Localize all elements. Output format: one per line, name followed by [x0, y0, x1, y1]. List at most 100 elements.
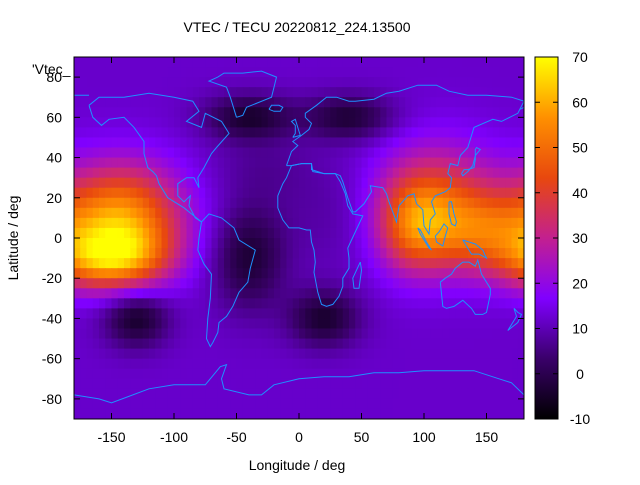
heatmap-cell [261, 97, 269, 108]
heatmap-cell [224, 258, 231, 269]
heatmap-cell [99, 77, 106, 88]
heatmap-cell [230, 408, 238, 419]
heatmap-cell [349, 328, 356, 340]
heatmap-cell [230, 147, 238, 159]
heatmap-cell [274, 77, 281, 88]
colorbar-tick-label: 60 [572, 94, 588, 110]
heatmap-cell [267, 328, 275, 340]
heatmap-cell [436, 408, 444, 419]
heatmap-cell [361, 227, 369, 239]
heatmap-cell [399, 87, 406, 98]
heatmap-cell [86, 197, 94, 209]
heatmap-cell [449, 87, 456, 98]
heatmap-cell [480, 358, 488, 370]
heatmap-cell [117, 258, 125, 269]
coastline [74, 94, 89, 108]
colorbar-tick-label: 0 [576, 366, 584, 382]
heatmap-cell [361, 398, 369, 410]
heatmap-cell [117, 217, 125, 229]
heatmap-cell [292, 238, 300, 249]
heatmap-cell [480, 388, 488, 400]
heatmap-cell [117, 238, 125, 249]
heatmap-cell [249, 187, 256, 199]
heatmap-cell [442, 217, 450, 229]
heatmap-cell [330, 187, 338, 199]
heatmap-cell [417, 207, 425, 219]
heatmap-cell [336, 368, 344, 380]
heatmap-cell [492, 67, 500, 78]
heatmap-cell [342, 318, 350, 330]
heatmap-cell [342, 398, 350, 410]
heatmap-cell [311, 298, 319, 309]
heatmap-cell [511, 318, 519, 330]
heatmap-cell [155, 87, 163, 98]
heatmap-cell [392, 398, 400, 410]
heatmap-cell [236, 227, 244, 239]
heatmap-cell [105, 278, 113, 289]
heatmap-cell [111, 117, 119, 128]
heatmap-cell [392, 258, 400, 269]
heatmap-cell [249, 157, 256, 169]
heatmap-cell [286, 107, 294, 118]
heatmap-cell [174, 87, 181, 98]
heatmap-cell [324, 368, 331, 380]
heatmap-cell [442, 238, 450, 249]
heatmap-cell [124, 328, 131, 340]
heatmap-cell [136, 137, 144, 149]
heatmap-cell [492, 87, 500, 98]
heatmap-cell [211, 97, 219, 108]
heatmap-cell [267, 177, 275, 189]
heatmap-cell [467, 358, 475, 370]
heatmap-cell [274, 97, 281, 108]
heatmap-cell [467, 177, 475, 189]
heatmap-cell [424, 127, 431, 139]
heatmap-cell [480, 127, 488, 139]
heatmap-cell [267, 217, 275, 229]
y-tick-label: 80 [46, 69, 62, 85]
heatmap-cell [255, 348, 263, 360]
heatmap-cell [342, 308, 350, 320]
heatmap-cell [411, 97, 419, 108]
heatmap-cell [117, 77, 125, 88]
coastline [268, 104, 284, 112]
heatmap-cell [511, 388, 519, 400]
heatmap-cell [230, 177, 238, 189]
heatmap-cell [517, 187, 524, 199]
heatmap-cell [430, 147, 438, 159]
heatmap-cell [80, 268, 88, 279]
heatmap-cell [317, 398, 325, 410]
heatmap-cell [374, 368, 381, 380]
heatmap-cell [236, 278, 244, 289]
heatmap-cell [186, 338, 194, 350]
heatmap-cell [361, 217, 369, 229]
heatmap-cell [386, 298, 394, 309]
heatmap-cell [111, 298, 119, 309]
heatmap-cell [399, 248, 406, 259]
y-axis-label: Latitude / deg [5, 196, 21, 281]
heatmap-cell [86, 338, 94, 350]
heatmap-cell [261, 137, 269, 149]
heatmap-cell [186, 67, 194, 78]
heatmap-cell [474, 227, 481, 239]
heatmap-cell [449, 197, 456, 209]
heatmap-cell [92, 87, 100, 98]
heatmap-cell [424, 288, 431, 299]
heatmap-cell [142, 117, 150, 128]
heatmap-cell [417, 217, 425, 229]
heatmap-cell [286, 288, 294, 299]
heatmap-cell [155, 117, 163, 128]
heatmap-cell [324, 298, 331, 309]
heatmap-cell [305, 207, 313, 219]
heatmap-cell [99, 227, 106, 239]
heatmap-cell [330, 227, 338, 239]
heatmap-cell [455, 258, 463, 269]
heatmap-cell [142, 278, 150, 289]
heatmap-cell [399, 177, 406, 189]
heatmap-cell [461, 248, 469, 259]
heatmap-cell [192, 308, 200, 320]
heatmap-cell [449, 328, 456, 340]
heatmap-cell [505, 408, 513, 419]
heatmap-cell [474, 378, 481, 390]
heatmap-cell [274, 358, 281, 370]
heatmap-cell [117, 248, 125, 259]
